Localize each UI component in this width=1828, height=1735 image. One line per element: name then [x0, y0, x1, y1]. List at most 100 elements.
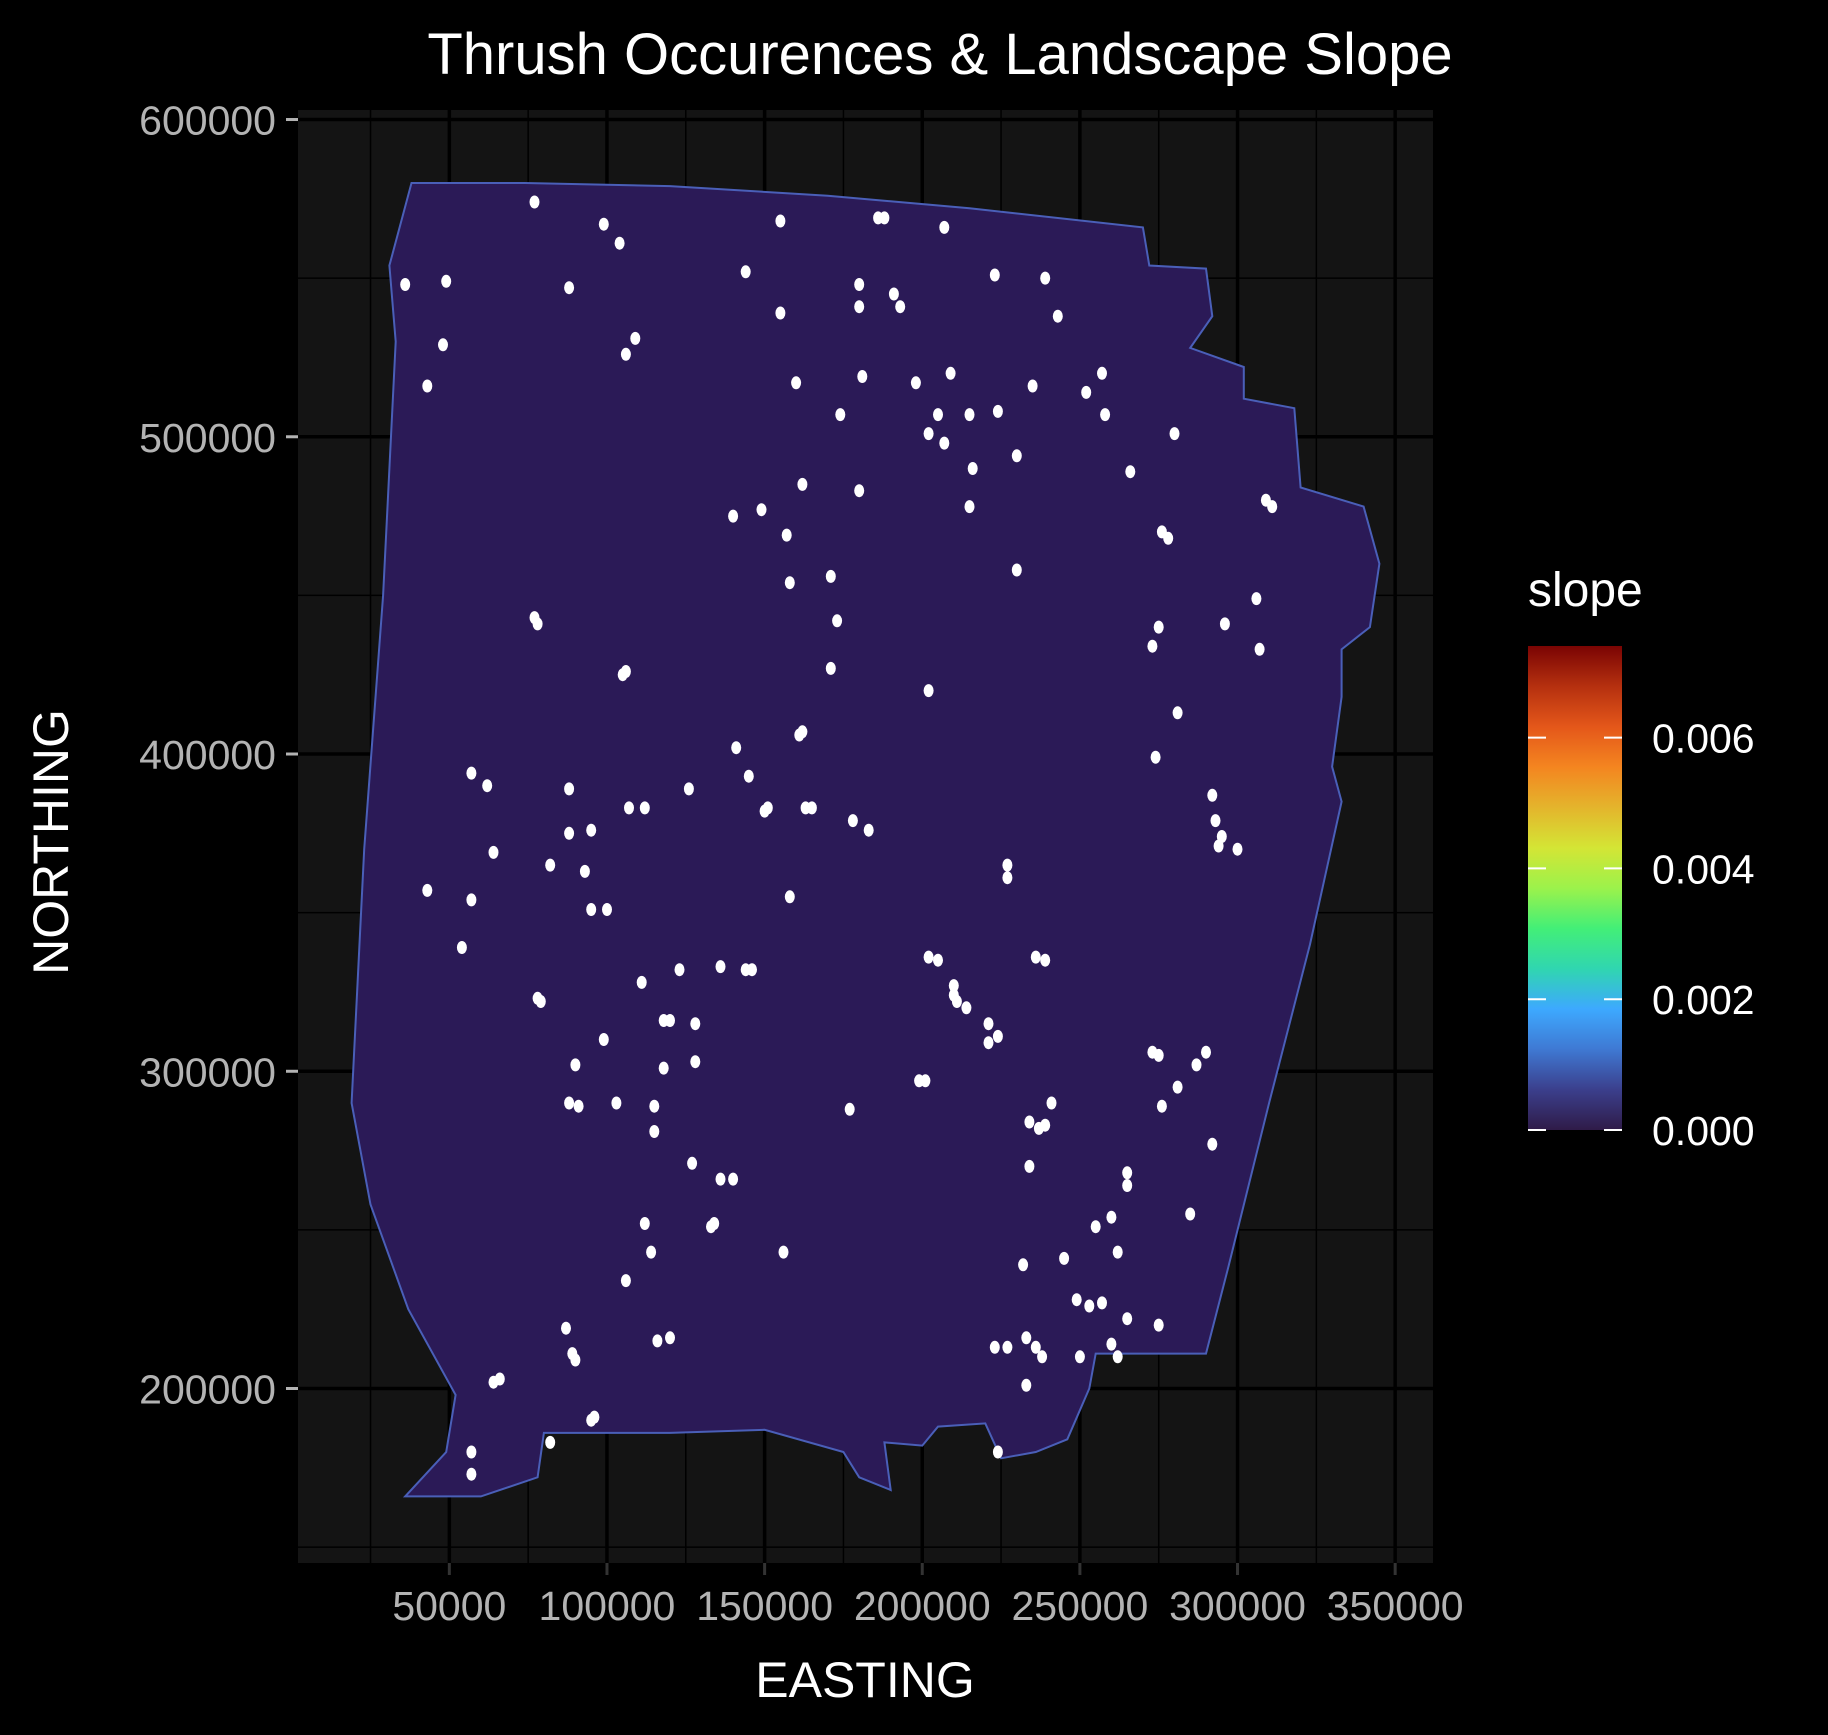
occurrence-point [1122, 1179, 1133, 1192]
occurrence-point [728, 509, 739, 523]
occurrence-point [983, 1036, 994, 1050]
occurrence-point [1156, 1099, 1167, 1113]
occurrence-point [598, 1033, 609, 1046]
occurrence-point [422, 883, 433, 897]
occurrence-point [715, 1172, 726, 1186]
occurrence-point [602, 903, 612, 916]
occurrence-point [797, 477, 808, 491]
occurrence-point [1052, 309, 1063, 323]
occurrence-point [1033, 1121, 1044, 1135]
occurrence-point [1084, 1299, 1095, 1313]
occurrence-point [564, 1096, 575, 1110]
occurrence-point [1106, 1210, 1117, 1224]
occurrence-point [1074, 1350, 1085, 1364]
occurrence-point [598, 217, 609, 231]
occurrence-point [570, 1058, 581, 1072]
occurrence-point [967, 462, 978, 475]
occurrence-point [532, 617, 543, 631]
occurrence-point [992, 1445, 1003, 1459]
occurrence-point [1122, 1166, 1133, 1180]
occurrence-point [1153, 1318, 1164, 1332]
occurrence-point [847, 814, 858, 828]
occurrence-point [961, 1001, 972, 1015]
occurrence-point [1018, 1258, 1029, 1272]
x-tick-label: 350000 [1327, 1583, 1464, 1629]
x-tick-label: 50000 [392, 1583, 506, 1629]
y-tick-label: 400000 [139, 732, 276, 778]
occurrence-point [835, 408, 846, 422]
occurrence-point [948, 988, 959, 1002]
occurrence-point [775, 214, 786, 228]
occurrence-point [630, 331, 641, 345]
occurrence-point [482, 779, 493, 793]
occurrence-point [775, 306, 786, 320]
legend-tick-label: 0.000 [1652, 1108, 1755, 1154]
occurrence-point [1090, 1220, 1101, 1234]
occurrence-point [535, 995, 546, 1008]
occurrence-point [743, 769, 754, 783]
occurrence-point [1027, 379, 1038, 393]
occurrence-point [529, 195, 540, 209]
occurrence-point [1002, 1340, 1013, 1354]
occurrence-point [611, 1096, 622, 1110]
occurrence-point [1267, 500, 1278, 514]
occurrence-point [1097, 1296, 1107, 1310]
occurrence-point [857, 370, 868, 383]
occurrence-point [1097, 366, 1107, 380]
occurrence-point [1024, 1159, 1035, 1173]
occurrence-point [570, 1353, 581, 1367]
occurrence-point [983, 1017, 994, 1031]
occurrence-point [1213, 839, 1224, 853]
occurrence-point [832, 614, 843, 628]
occurrence-point [728, 1172, 739, 1186]
occurrence-point [1153, 620, 1164, 634]
occurrence-point [466, 766, 477, 780]
occurrence-point [709, 1217, 720, 1230]
occurrence-point [687, 1156, 698, 1170]
legend-tick-label: 0.006 [1652, 716, 1755, 762]
occurrence-point [545, 1435, 556, 1449]
occurrence-point [456, 941, 467, 954]
occurrence-point [781, 528, 792, 542]
occurrence-point [438, 338, 448, 352]
occurrence-point [923, 684, 934, 698]
occurrence-point [1169, 427, 1180, 441]
occurrence-point [1210, 814, 1221, 828]
occurrence-point [614, 236, 625, 250]
occurrence-point [400, 278, 411, 291]
occurrence-point [1037, 1350, 1048, 1364]
occurrence-point [488, 845, 499, 859]
occurrence-point [564, 782, 575, 796]
occurrence-point [989, 268, 1000, 282]
occurrence-point [992, 1029, 1003, 1043]
occurrence-point [1150, 750, 1161, 764]
occurrence-point [683, 782, 694, 796]
occurrence-point [825, 569, 836, 583]
occurrence-point [586, 903, 597, 916]
legend-tick-label: 0.004 [1652, 846, 1755, 892]
occurrence-point [740, 265, 751, 279]
occurrence-point [715, 960, 726, 974]
occurrence-point [1232, 842, 1243, 856]
y-tick-label: 200000 [139, 1367, 276, 1413]
occurrence-point [910, 376, 921, 390]
occurrence-point [1071, 1293, 1082, 1307]
occurrence-point [806, 801, 817, 815]
occurrence-point [762, 801, 773, 815]
occurrence-point [1122, 1312, 1133, 1326]
occurrence-point [1030, 950, 1041, 964]
occurrence-point [854, 278, 865, 291]
occurrence-point [649, 1099, 660, 1113]
occurrence-point [636, 975, 647, 989]
occurrence-point [639, 1217, 650, 1230]
occurrence-point [797, 725, 808, 739]
occurrence-point [1185, 1207, 1196, 1221]
chart-title: Thrush Occurences & Landscape Slope [427, 22, 1452, 87]
occurrence-point [674, 963, 685, 977]
x-tick-label: 200000 [854, 1583, 991, 1629]
occurrence-point [1191, 1058, 1202, 1072]
occurrence-point [964, 408, 975, 422]
occurrence-point [620, 1274, 631, 1288]
x-tick-label: 100000 [539, 1583, 676, 1629]
